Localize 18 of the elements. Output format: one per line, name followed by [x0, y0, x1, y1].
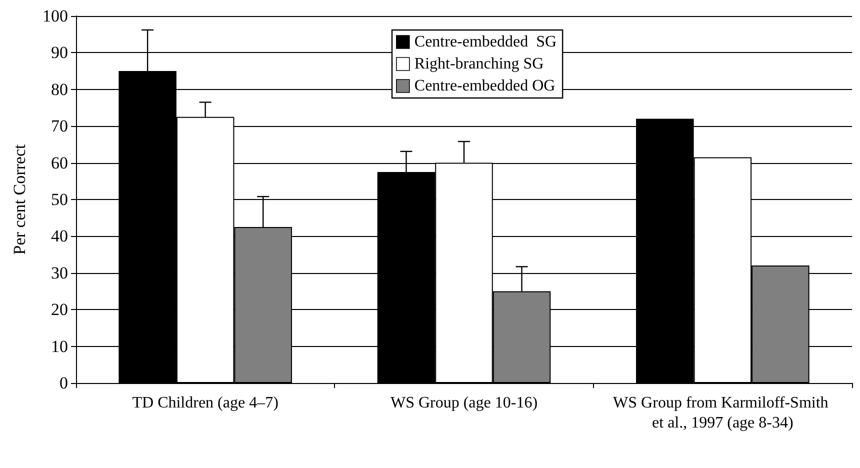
y-tick-label: 60 [51, 153, 68, 172]
x-tick-label: WS Group (age 10-16) [390, 394, 538, 412]
y-tick-label: 90 [51, 43, 68, 62]
y-tick-label: 100 [42, 6, 68, 26]
y-tick-label: 20 [51, 300, 68, 320]
legend-label: Centre-embedded OG [414, 78, 556, 94]
y-axis-title: Per cent Correct [10, 144, 29, 255]
legend-label: Right-branching SG [414, 56, 544, 72]
y-tick-label: 0 [60, 374, 68, 392]
x-tick-label: TD Children (age 4–7) [132, 394, 278, 412]
legend-label: Centre-embedded SG [414, 34, 558, 50]
y-tick-label: 50 [51, 190, 68, 209]
y-tick-label: 40 [51, 226, 68, 246]
y-tick-label: 30 [51, 263, 68, 282]
y-tick-label: 10 [51, 336, 68, 356]
x-tick-label: WS Group from Karmiloff-Smith et al., 1997 (age 8-34) [613, 394, 832, 432]
y-tick-label: 80 [51, 80, 68, 99]
y-tick-label: 70 [51, 116, 68, 136]
